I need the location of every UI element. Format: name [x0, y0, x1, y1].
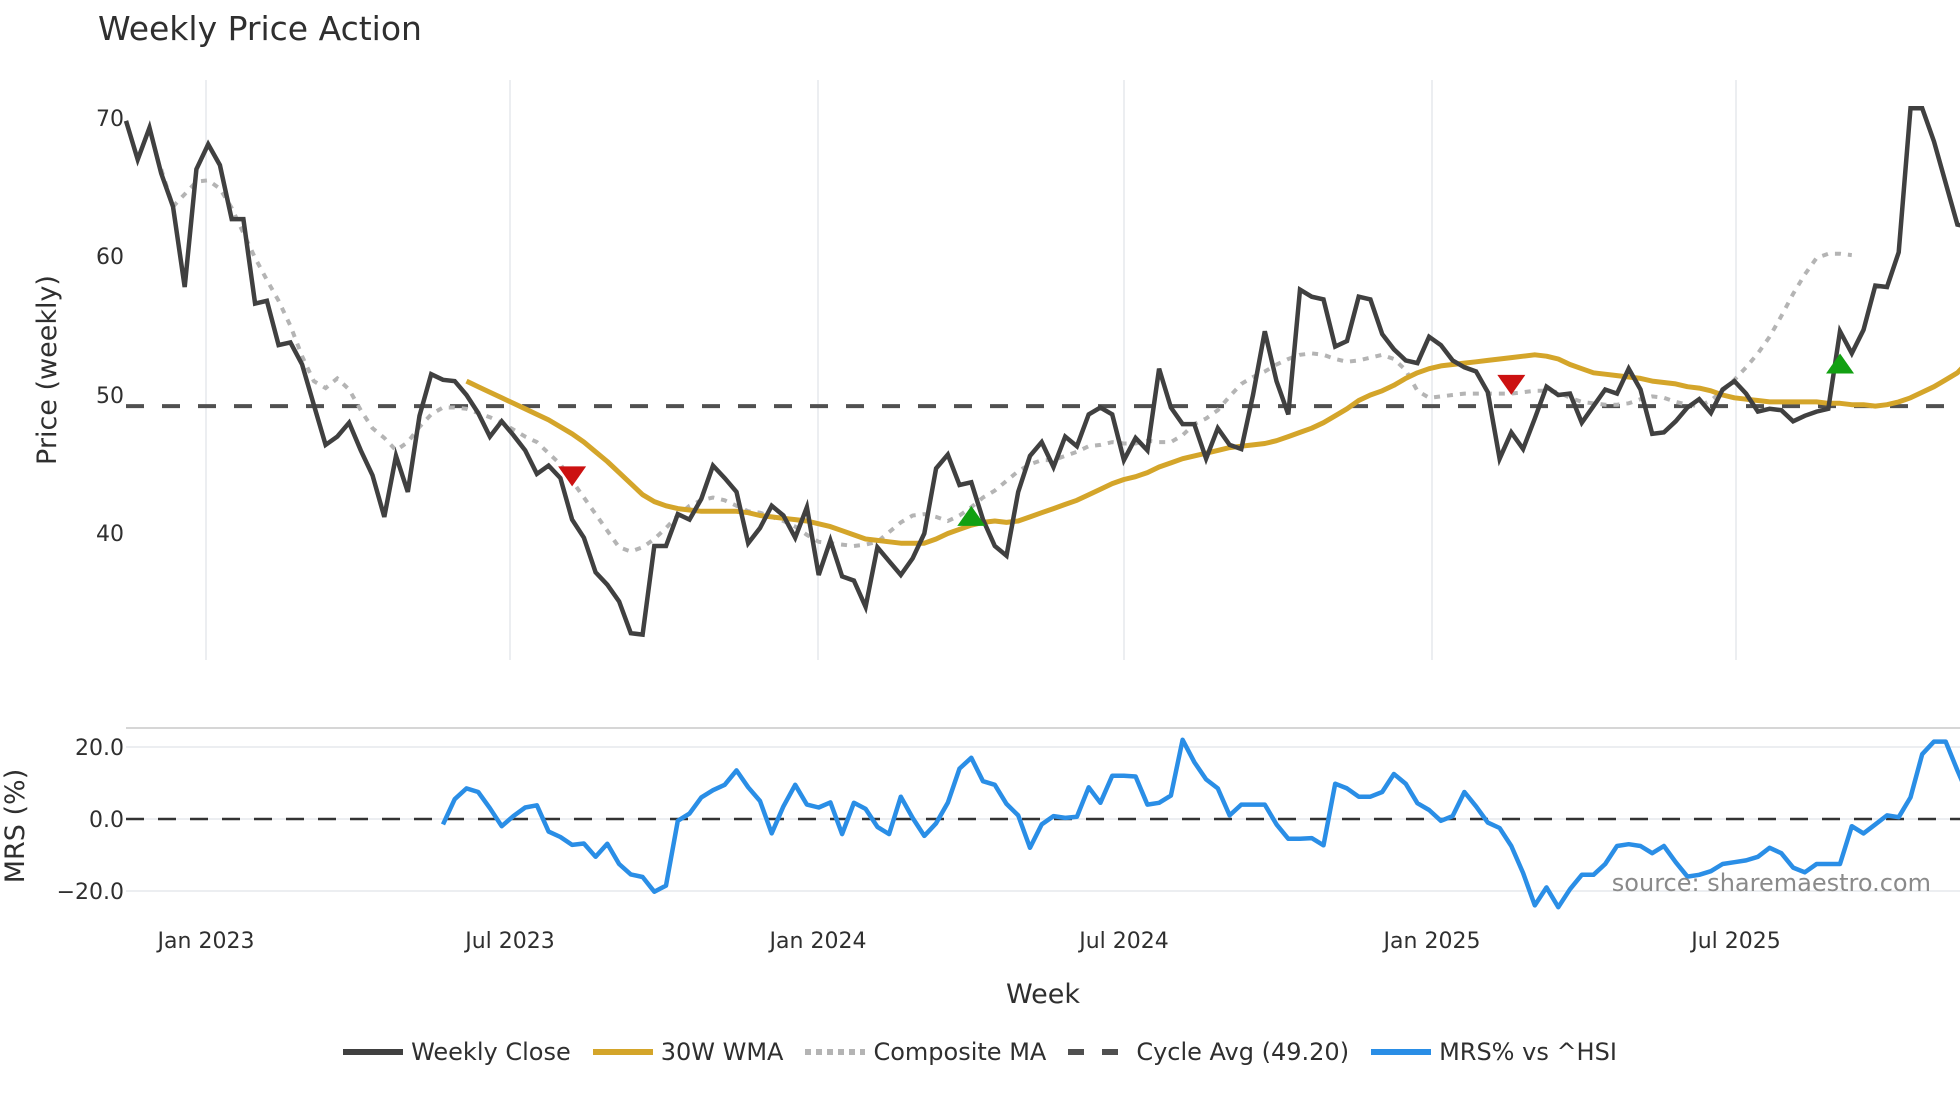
mrs-axis-title: MRS (%) [0, 769, 31, 884]
source-label: source: sharemaestro.com [1612, 869, 1931, 897]
mrs-line [440, 737, 1960, 910]
wma-line [465, 352, 1960, 546]
composite-ma-line [159, 168, 1853, 554]
price-axis-title: Price (weekly) [32, 275, 63, 465]
legend-item-composite[interactable]: Composite MA [805, 1038, 1046, 1066]
weekly-close-line [123, 106, 1960, 638]
xtick-jul-2025: Jul 2025 [1689, 929, 1781, 954]
legend: Weekly Close 30W WMA Composite MA Cycle Avg… [0, 1030, 1960, 1074]
price-gridlines [205, 80, 1737, 660]
legend-swatch-icon [1068, 1049, 1129, 1055]
legend-label: 30W WMA [660, 1038, 784, 1066]
mrs-ytick-20: 20.0 [75, 736, 124, 761]
legend-item-cycle-avg[interactable]: Cycle Avg (49.20) [1068, 1038, 1349, 1066]
legend-item-mrs[interactable]: MRS% vs ^HSI [1371, 1038, 1617, 1066]
sell-signal-icon [1497, 374, 1526, 395]
legend-label: Weekly Close [411, 1038, 571, 1066]
xtick-jan-2024: Jan 2024 [768, 929, 867, 954]
mrs-ytick-0: 0.0 [89, 808, 124, 833]
price-ytick-70: 70 [96, 107, 124, 132]
chart-title: Weekly Price Action [98, 9, 422, 48]
signal-markers [558, 353, 1855, 526]
legend-label: Cycle Avg (49.20) [1136, 1038, 1350, 1066]
legend-label: MRS% vs ^HSI [1439, 1038, 1617, 1066]
buy-signal-icon [1826, 353, 1855, 374]
price-ytick-40: 40 [96, 522, 124, 547]
sell-signal-icon [558, 466, 587, 487]
mrs-ytick-neg20: −20.0 [57, 880, 124, 905]
price-ytick-60: 60 [96, 245, 124, 270]
buy-signal-icon [957, 505, 986, 526]
legend-swatch-icon [343, 1049, 404, 1055]
price-ytick-50: 50 [96, 384, 124, 409]
legend-swatch-icon [1371, 1049, 1432, 1055]
xtick-jan-2025: Jan 2025 [1382, 929, 1481, 954]
legend-item-weekly-close[interactable]: Weekly Close [343, 1038, 571, 1066]
xtick-jul-2023: Jul 2023 [463, 929, 555, 954]
legend-swatch-icon [592, 1049, 653, 1055]
xtick-jan-2023: Jan 2023 [156, 929, 255, 954]
x-axis-title: Week [1006, 979, 1080, 1010]
legend-swatch-icon [805, 1049, 866, 1055]
legend-label: Composite MA [873, 1038, 1047, 1066]
xtick-jul-2024: Jul 2024 [1077, 929, 1169, 954]
legend-item-wma[interactable]: 30W WMA [592, 1038, 784, 1066]
